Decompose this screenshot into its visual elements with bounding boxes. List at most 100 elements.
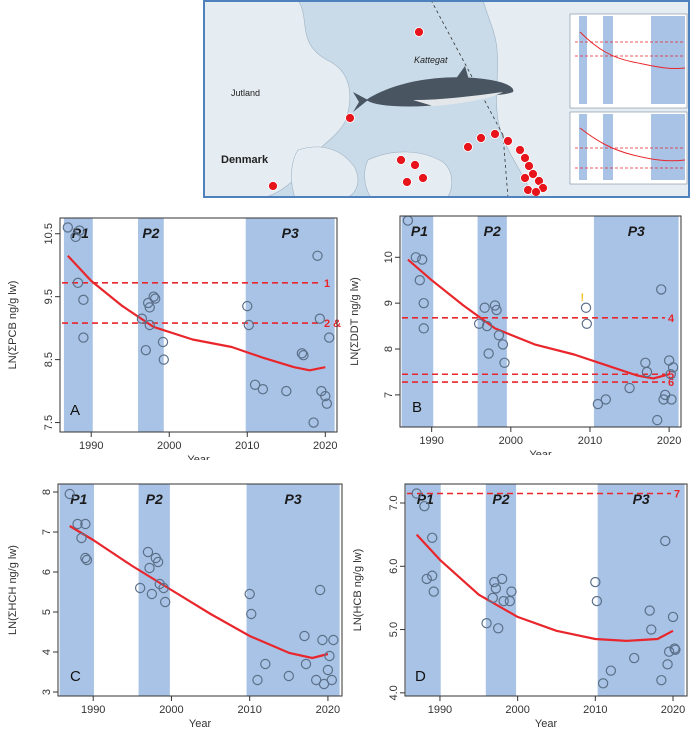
- chart-panel-ddt: P1 P2 P3 4 56! 1990 2000 2010 2020 Year 7 8 9 10 LN(ΣD…: [349, 215, 682, 455]
- y-tick-label: 10.5: [43, 223, 55, 244]
- sampling-site-marker: [515, 145, 525, 155]
- x-tick-label: 2000: [157, 440, 181, 452]
- reference-line-label: 5: [668, 369, 674, 381]
- data-point: [487, 592, 498, 604]
- sampling-site-marker: [523, 185, 533, 195]
- sampling-site-marker: [476, 133, 486, 143]
- period-band-p1: [63, 218, 93, 432]
- data-point: [296, 348, 308, 359]
- reference-line-label: 6: [668, 377, 674, 389]
- reference-line-label: 1: [324, 278, 330, 290]
- data-point: [667, 362, 679, 373]
- data-point: [74, 225, 85, 236]
- data-point: [481, 320, 493, 332]
- data-point: [148, 291, 159, 302]
- data-point: [158, 582, 169, 594]
- x-tick-label: 2020: [313, 440, 337, 452]
- sampling-site-marker: [463, 142, 473, 152]
- data-point: [146, 588, 158, 600]
- data-point: [658, 394, 669, 405]
- sampling-site-marker: [418, 173, 428, 183]
- data-point: [592, 398, 604, 410]
- data-point: [142, 546, 154, 558]
- data-point: [418, 323, 429, 334]
- map-border-dashed-south: [502, 134, 509, 198]
- reference-line-label: 2 & 3: [324, 318, 342, 330]
- y-tick-label: 7.5: [43, 415, 55, 430]
- data-point: [479, 302, 490, 313]
- trend-line: [415, 533, 674, 642]
- x-axis-label: Year: [535, 718, 558, 729]
- sampling-site-marker: [345, 113, 355, 123]
- trend-line: [66, 255, 326, 372]
- data-point: [416, 254, 428, 265]
- sampling-site-marker: [490, 129, 500, 139]
- period-band-p3: [245, 218, 335, 432]
- data-point: [257, 383, 269, 395]
- data-point: [281, 385, 292, 397]
- data-point: [144, 302, 155, 313]
- y-axis-label: LN(HCB ng/g lw): [352, 549, 364, 632]
- period-label-p3: P3: [628, 223, 645, 239]
- map-land-zealand: [364, 151, 453, 198]
- y-tick-label: 9.5: [43, 289, 55, 304]
- data-point: [580, 302, 592, 313]
- data-point: [72, 277, 84, 289]
- data-point: [64, 488, 75, 500]
- data-point: [62, 222, 74, 233]
- data-point: [491, 304, 502, 316]
- y-tick-label: 7: [41, 529, 53, 535]
- data-point: [666, 394, 677, 405]
- x-tick-label: 2020: [657, 435, 681, 447]
- data-point: [490, 583, 502, 594]
- data-point: [624, 382, 635, 394]
- y-axis-label: LN(ΣDDT ng/g lw): [349, 277, 361, 366]
- y-tick-label: 9: [383, 300, 395, 306]
- sampling-site-marker: [396, 155, 406, 165]
- x-tick-label: 1990: [81, 704, 105, 716]
- period-label-p2: P2: [484, 223, 501, 239]
- x-axis-label: Year: [529, 449, 552, 455]
- y-tick-label: 4: [41, 649, 53, 655]
- panel-letter: B: [412, 399, 422, 416]
- period-label-p1: P1: [72, 225, 89, 241]
- data-point: [489, 300, 501, 311]
- data-point: [428, 586, 439, 597]
- trend-line: [69, 525, 329, 660]
- y-tick-label: 6.0: [388, 559, 400, 574]
- y-tick-label: 8: [41, 489, 53, 495]
- data-point: [667, 611, 679, 623]
- plot-frame: [404, 483, 688, 697]
- sampling-site-marker: [503, 136, 513, 146]
- data-point: [298, 350, 309, 361]
- x-tick-label: 2020: [661, 704, 685, 716]
- data-point: [249, 379, 261, 390]
- data-point: [581, 318, 593, 329]
- data-point: [662, 659, 673, 670]
- period-label-p1: P1: [411, 223, 428, 239]
- data-point: [157, 336, 169, 348]
- data-point: [605, 665, 617, 676]
- data-point: [419, 500, 430, 512]
- data-point: [320, 390, 331, 402]
- x-axis-label: Year: [187, 454, 210, 460]
- data-point: [246, 608, 257, 620]
- data-point: [483, 348, 494, 359]
- x-axis-label: Year: [189, 718, 212, 729]
- data-point: [656, 284, 667, 295]
- y-tick-label: 3: [41, 689, 53, 695]
- data-point: [76, 532, 87, 544]
- y-axis-label: LN(ΣPCB ng/g lw): [7, 281, 19, 370]
- data-point: [426, 570, 438, 581]
- data-point: [78, 294, 89, 306]
- data-point: [669, 643, 680, 654]
- data-point: [317, 634, 328, 646]
- x-tick-label: 1990: [428, 704, 452, 716]
- x-tick-label: 2000: [159, 704, 183, 716]
- data-point: [144, 319, 155, 331]
- data-point: [149, 293, 161, 304]
- data-point: [590, 576, 601, 588]
- data-point: [656, 674, 667, 686]
- data-point: [473, 318, 485, 329]
